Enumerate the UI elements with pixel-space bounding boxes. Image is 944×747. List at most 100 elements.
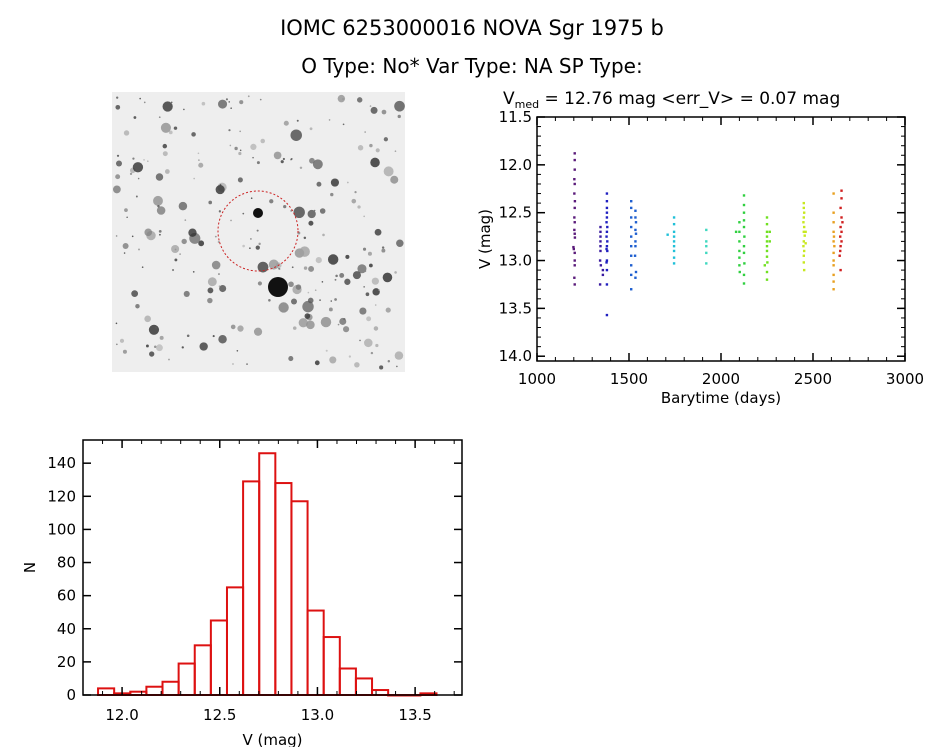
star — [321, 281, 324, 283]
data-point — [832, 273, 835, 277]
star — [374, 228, 382, 236]
star — [374, 304, 377, 306]
star — [178, 201, 188, 211]
star — [314, 360, 320, 366]
data-point — [605, 192, 609, 195]
star — [313, 209, 316, 212]
star — [342, 123, 345, 126]
x-tick-label: 3000 — [886, 370, 924, 388]
data-point — [738, 240, 741, 243]
star — [116, 96, 119, 99]
star — [343, 326, 350, 333]
data-point — [738, 256, 741, 259]
data-point — [573, 182, 576, 186]
star — [119, 338, 125, 343]
star — [239, 149, 242, 152]
star — [364, 270, 367, 273]
y-tick-label: 0 — [66, 686, 76, 704]
star — [290, 158, 293, 160]
star — [381, 246, 385, 249]
star — [208, 200, 213, 205]
data-point — [832, 221, 835, 224]
data-point — [672, 216, 676, 219]
data-point — [573, 200, 577, 203]
star — [302, 300, 314, 313]
data-point — [601, 273, 605, 277]
star — [255, 245, 260, 250]
data-point — [832, 280, 835, 283]
star — [369, 143, 373, 148]
data-point — [630, 235, 633, 238]
star — [247, 95, 250, 98]
data-point — [606, 240, 609, 243]
data-point — [705, 240, 708, 243]
histogram-bar — [145, 685, 164, 696]
y-tick-label: 40 — [57, 620, 76, 638]
data-point — [840, 230, 843, 234]
x-tick-label: 2000 — [702, 370, 740, 388]
data-point — [765, 244, 769, 248]
histogram-bar — [193, 644, 212, 696]
star — [357, 205, 361, 209]
star — [159, 233, 161, 236]
star — [383, 137, 389, 142]
star — [230, 324, 236, 330]
data-point — [839, 225, 842, 229]
data-point — [605, 247, 608, 251]
star — [328, 119, 331, 121]
star — [260, 138, 266, 144]
star — [290, 129, 302, 141]
star — [156, 344, 163, 352]
data-point — [765, 222, 769, 226]
data-point — [832, 259, 835, 262]
data-point — [840, 240, 843, 243]
star — [308, 220, 314, 226]
star — [218, 285, 221, 287]
star — [156, 206, 166, 215]
data-point — [605, 216, 609, 219]
star — [115, 104, 121, 110]
data-point — [599, 230, 602, 234]
star — [375, 148, 380, 153]
star — [343, 318, 346, 321]
star — [307, 209, 316, 219]
data-point — [630, 288, 633, 291]
data-point — [763, 264, 766, 267]
star — [273, 151, 282, 160]
data-point — [572, 247, 575, 251]
star — [364, 338, 373, 348]
data-point — [768, 240, 771, 243]
star — [155, 326, 157, 329]
title-subscript: med — [515, 98, 539, 111]
star — [160, 122, 171, 133]
star — [228, 101, 231, 103]
star — [346, 181, 349, 184]
data-point — [605, 230, 609, 234]
star — [334, 278, 337, 281]
star — [207, 297, 213, 304]
star — [363, 215, 365, 218]
star — [307, 291, 310, 294]
data-point — [634, 270, 638, 274]
data-point — [672, 249, 676, 253]
star — [157, 204, 160, 208]
data-point — [573, 251, 576, 255]
data-point — [802, 230, 805, 234]
data-point — [738, 270, 741, 274]
star — [383, 166, 394, 177]
data-point — [802, 206, 805, 210]
star — [116, 154, 120, 157]
star — [344, 278, 351, 285]
data-point — [634, 244, 637, 248]
star — [283, 120, 289, 126]
star — [238, 151, 242, 156]
data-point — [738, 249, 741, 253]
star — [258, 242, 261, 246]
data-point — [839, 206, 842, 210]
data-point — [605, 211, 609, 214]
data-point — [802, 249, 806, 253]
data-point — [672, 244, 676, 248]
star — [219, 285, 227, 293]
data-point — [573, 192, 576, 195]
data-point — [742, 211, 746, 214]
